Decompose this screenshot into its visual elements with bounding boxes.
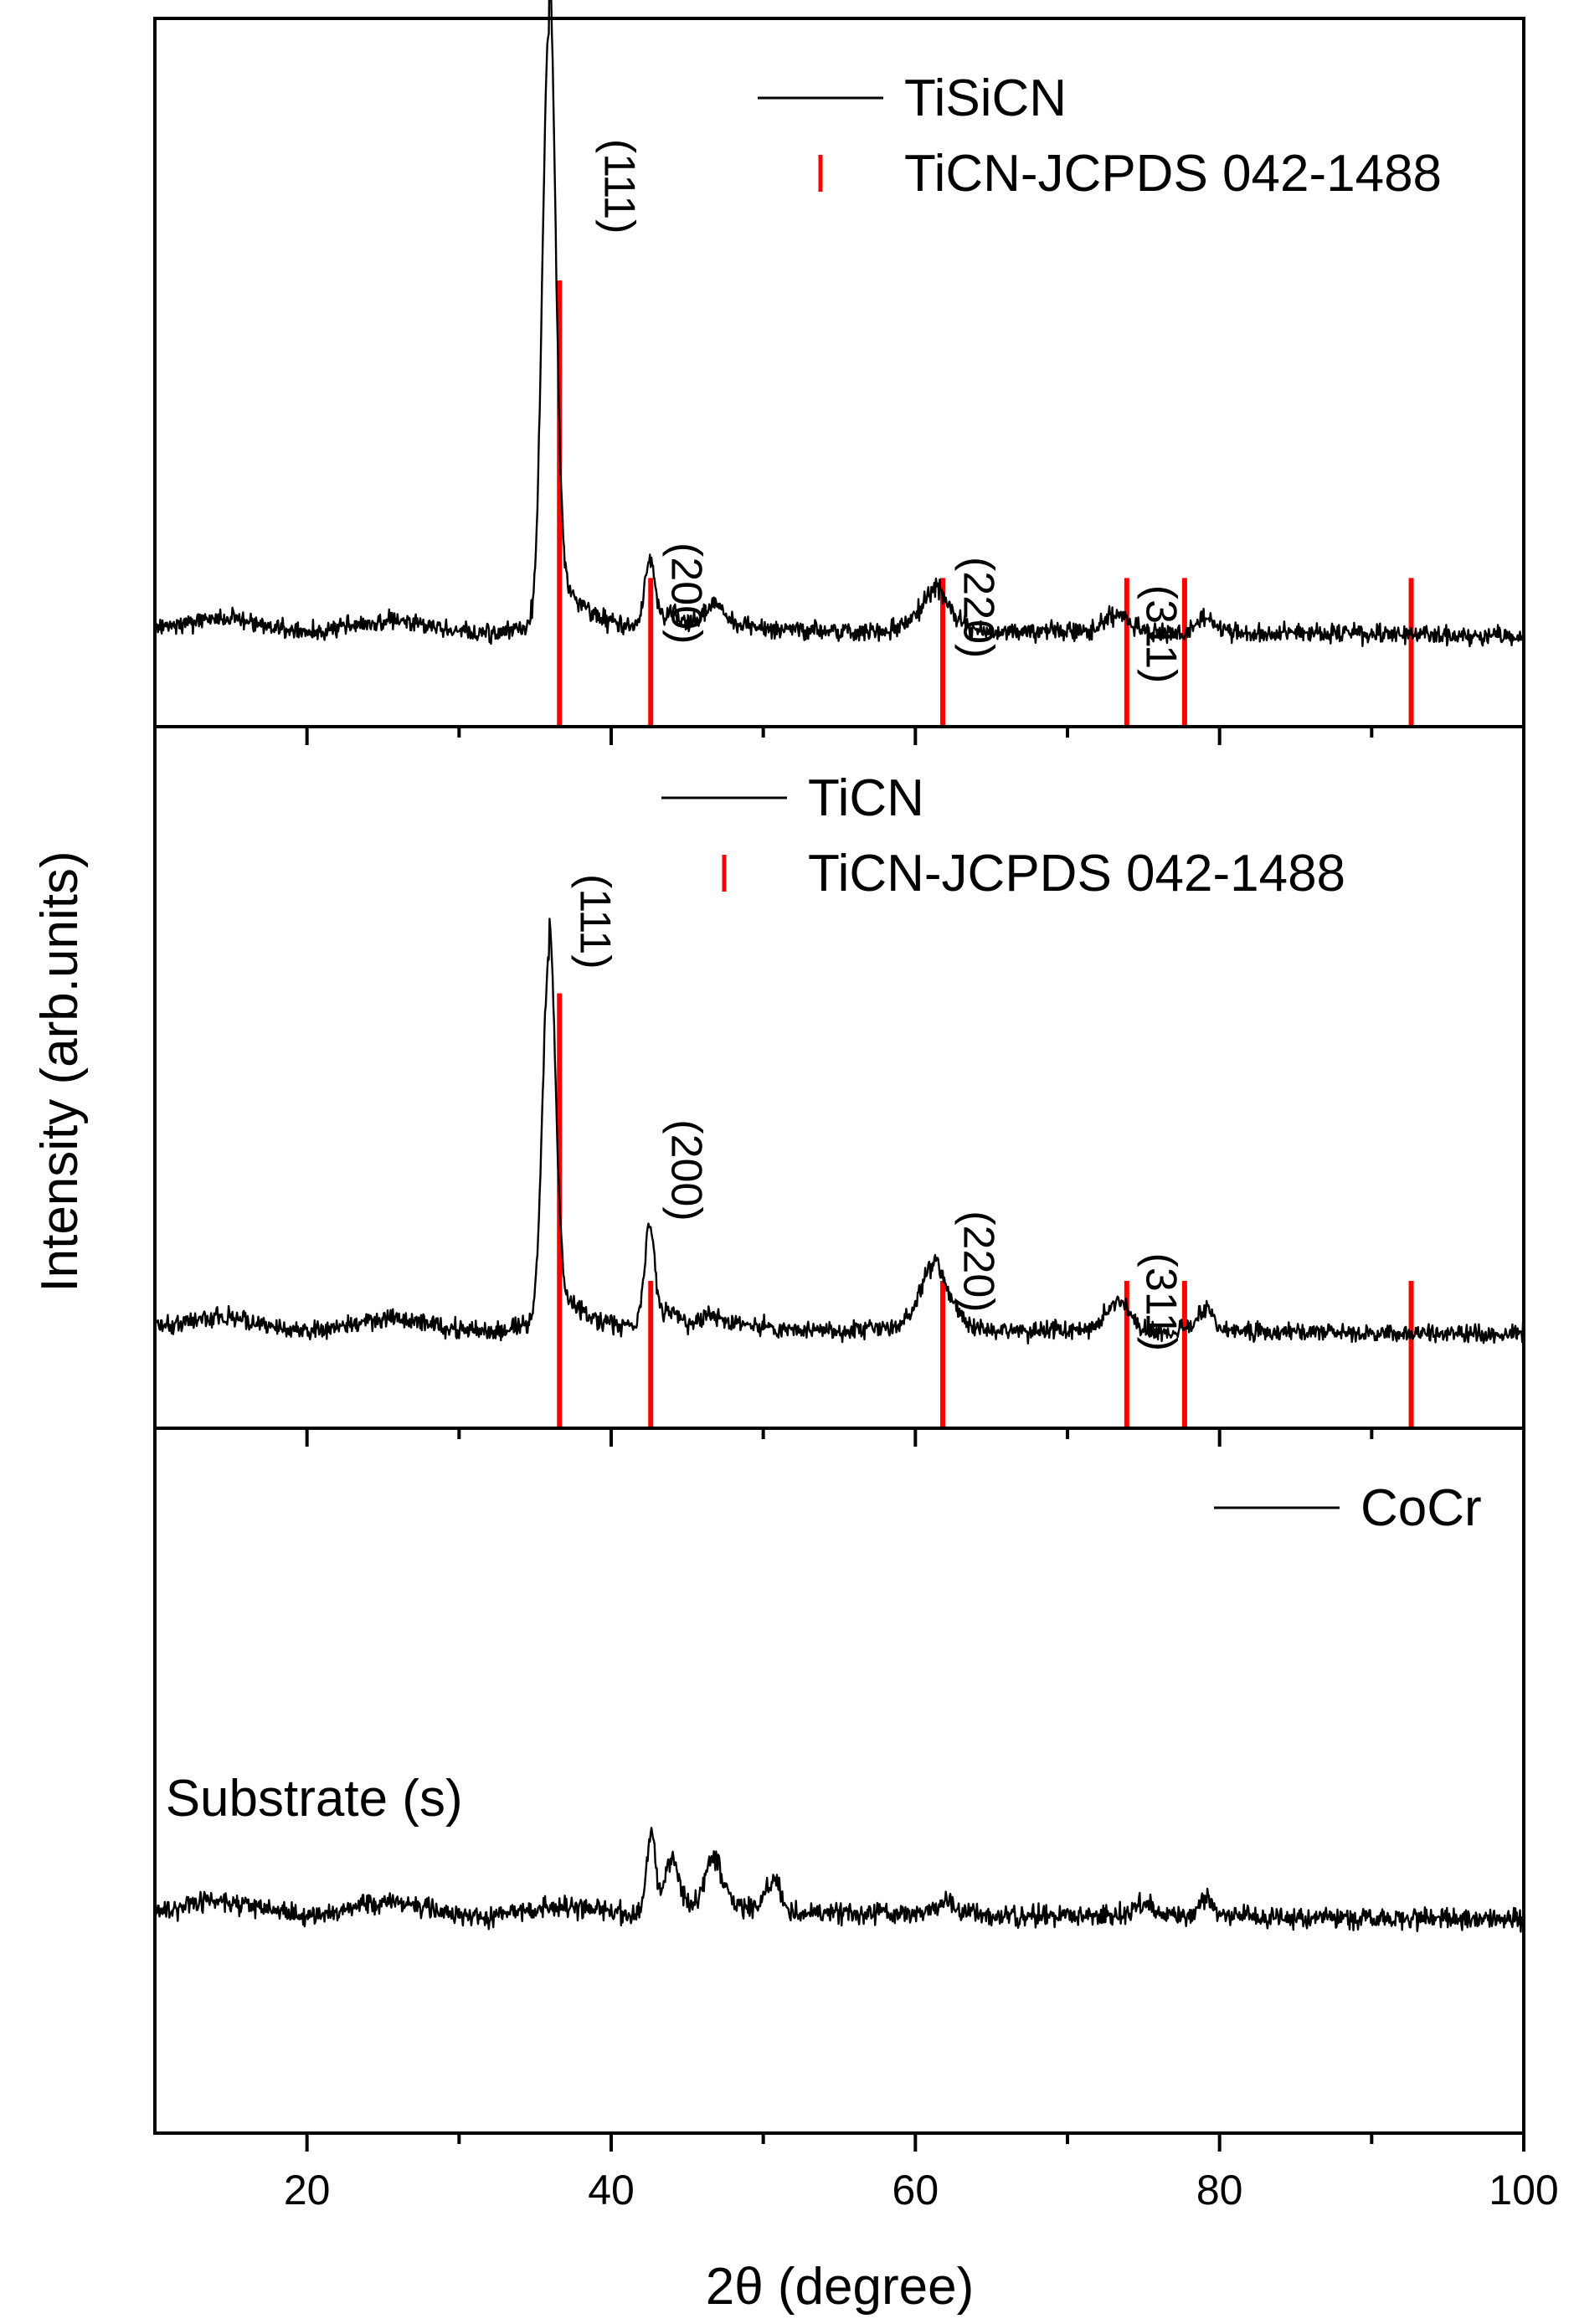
- panel-middle: (111) (200) (220) (311) TiCN TiCN-JCPDS 042-1…: [153, 769, 1525, 1428]
- x-axis-title: 2θ (degree): [706, 2258, 975, 2316]
- panel-top: (111) (200) (220) (311) TiSiCN TiCN-JCPDS 042…: [153, 0, 1525, 727]
- peak-label: (220): [954, 1211, 1002, 1312]
- x-tick-label: 20: [284, 2167, 331, 2213]
- axes-layer: 20 40 60 80 100: [153, 17, 1559, 2213]
- peak-label: (200): [662, 542, 711, 644]
- peak-label: (311): [1136, 585, 1185, 684]
- x-tick-label: 40: [588, 2167, 635, 2213]
- series-line-TiCN: [153, 918, 1525, 1345]
- y-axis-title: Intensity (arb.units): [31, 851, 89, 1292]
- legend-label: TiCN-JCPDS 042-1488: [808, 845, 1345, 902]
- peak-label: (311): [1136, 1253, 1185, 1352]
- legend-label: TiCN-JCPDS 042-1488: [904, 145, 1442, 203]
- panels-layer: (111) (200) (220) (311) TiSiCN TiCN-JCPDS 042…: [153, 0, 1525, 1933]
- legend-label: TiSiCN: [904, 69, 1067, 127]
- peak-label: (200): [662, 1119, 711, 1221]
- x-tick-label: 80: [1196, 2167, 1243, 2213]
- plot-frame: [153, 17, 1525, 2135]
- series-line-TiSiCN: [153, 0, 1525, 648]
- series-line-CoCr: [153, 1827, 1525, 1933]
- x-tick-label: 60: [892, 2167, 939, 2213]
- sample-label: Substrate (s): [166, 1770, 463, 1828]
- legend-label: TiCN: [808, 769, 924, 827]
- panel-bottom: Substrate (s) CoCr: [153, 1479, 1525, 1933]
- legend-label: CoCr: [1361, 1479, 1482, 1537]
- peak-label: (111): [595, 139, 644, 234]
- peak-label: (220): [954, 557, 1002, 658]
- peak-label: (111): [571, 874, 620, 969]
- x-tick-label: 100: [1489, 2167, 1558, 2213]
